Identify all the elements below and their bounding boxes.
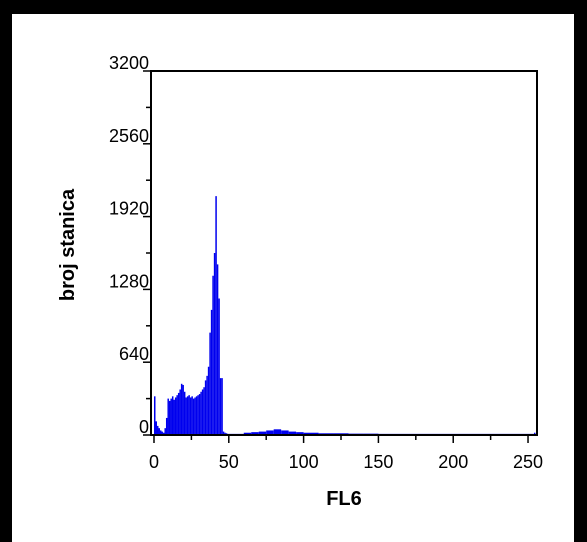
histogram-bar xyxy=(219,378,222,436)
histogram-bar xyxy=(167,398,169,435)
histogram-bar xyxy=(191,396,193,435)
histogram-bar xyxy=(182,384,184,435)
histogram-bar xyxy=(159,430,162,435)
histogram-bar xyxy=(185,397,187,435)
histogram-bar xyxy=(224,432,226,435)
histogram-bar xyxy=(180,383,183,435)
histogram-bar xyxy=(288,431,297,435)
histogram-bar xyxy=(206,375,208,435)
histogram-bar xyxy=(303,432,319,435)
histogram-bar xyxy=(170,398,172,435)
histogram-bar xyxy=(162,432,165,435)
y-tick-label: 640 xyxy=(119,344,149,364)
x-tick-label: 250 xyxy=(513,452,543,472)
histogram-bar xyxy=(201,389,204,435)
x-tick-label: 50 xyxy=(219,452,239,472)
histogram-bar xyxy=(204,380,207,435)
histogram-bar xyxy=(195,396,198,435)
histogram-bar xyxy=(209,332,211,436)
histogram-bar xyxy=(194,397,196,435)
histogram-bar xyxy=(221,378,223,436)
y-tick-label: 3200 xyxy=(109,53,149,73)
histogram-bar xyxy=(192,398,195,435)
x-axis-label: FL6 xyxy=(326,488,362,510)
histogram-bar xyxy=(258,431,267,435)
y-tick-label: 1280 xyxy=(109,271,149,291)
histogram-bar xyxy=(197,395,199,435)
histogram-bar xyxy=(189,397,192,435)
x-tick-label: 100 xyxy=(289,452,319,472)
histogram-bar xyxy=(186,396,189,435)
histogram-bar xyxy=(534,432,536,435)
y-tick-label: 0 xyxy=(139,417,149,437)
histogram-bar xyxy=(216,264,219,436)
histogram-bar xyxy=(213,253,216,435)
histogram-bar xyxy=(266,430,274,435)
y-axis-label: broj stanica xyxy=(57,188,79,301)
histogram-bar xyxy=(200,391,202,435)
histogram-bar xyxy=(174,397,177,435)
histogram-bar xyxy=(155,421,157,435)
histogram-bar xyxy=(171,396,174,435)
histogram-bar xyxy=(281,430,289,435)
histogram-bar xyxy=(188,395,190,435)
y-tick-label: 1920 xyxy=(109,199,149,219)
x-tick-label: 200 xyxy=(438,452,468,472)
histogram-bar xyxy=(177,392,180,435)
histogram-bar xyxy=(176,395,178,435)
histogram-bar xyxy=(164,428,166,435)
histogram-bar xyxy=(179,389,181,435)
histogram-bar xyxy=(168,400,171,436)
histogram-bar xyxy=(210,309,213,436)
histogram-bar xyxy=(153,396,156,435)
histogram-bar xyxy=(273,429,282,435)
histogram-bar xyxy=(222,431,225,435)
histogram-bar xyxy=(207,366,210,435)
y-axis-ticks: 0 640 1280 1920 2560 3200 xyxy=(109,53,151,437)
x-tick-label: 150 xyxy=(363,452,393,472)
histogram-bar xyxy=(156,425,159,435)
histogram-bar xyxy=(173,399,175,435)
histogram-bar xyxy=(212,275,214,435)
histogram-bar xyxy=(165,417,168,435)
histogram-bar xyxy=(218,298,220,435)
histogram-bar xyxy=(296,432,304,435)
histogram-bar xyxy=(161,431,163,435)
histogram-bar xyxy=(251,432,259,435)
histogram-bar xyxy=(215,196,217,436)
histogram-bar xyxy=(183,391,186,435)
histogram-bar xyxy=(158,428,160,435)
histogram-bar xyxy=(243,432,252,435)
bars-group xyxy=(153,196,536,436)
y-tick-label: 2560 xyxy=(109,126,149,146)
x-tick-label: 0 xyxy=(149,452,159,472)
x-axis-ticks: 0 50 100 150 200 250 xyxy=(149,435,543,472)
histogram-bar xyxy=(198,394,201,435)
histogram-bar xyxy=(203,387,205,435)
